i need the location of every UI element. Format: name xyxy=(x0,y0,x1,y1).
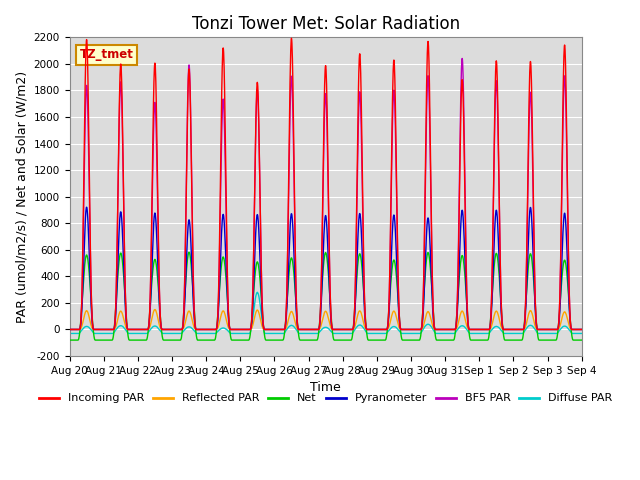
Title: Tonzi Tower Met: Solar Radiation: Tonzi Tower Met: Solar Radiation xyxy=(191,15,460,33)
Y-axis label: PAR (umol/m2/s) / Net and Solar (W/m2): PAR (umol/m2/s) / Net and Solar (W/m2) xyxy=(15,71,28,323)
X-axis label: Time: Time xyxy=(310,381,341,394)
Text: TZ_tmet: TZ_tmet xyxy=(80,48,134,61)
Legend: Incoming PAR, Reflected PAR, Net, Pyranometer, BF5 PAR, Diffuse PAR: Incoming PAR, Reflected PAR, Net, Pyrano… xyxy=(35,389,617,408)
